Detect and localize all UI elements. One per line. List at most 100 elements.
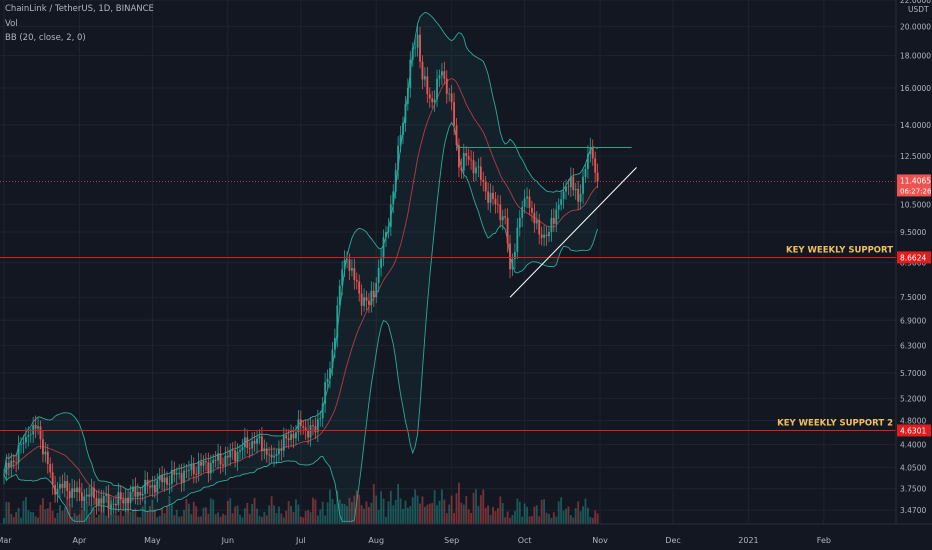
y-tick-label: 3.7500: [900, 485, 926, 494]
x-tick-label: Sep: [444, 536, 459, 545]
candle-body: [521, 206, 524, 218]
volume-bar: [132, 509, 134, 524]
volume-bar: [139, 517, 142, 524]
candle-body: [105, 494, 108, 497]
candle-body: [399, 134, 402, 146]
symbol-title[interactable]: ChainLink / TetherUS, 1D, BINANCE: [5, 4, 154, 14]
volume-bar: [124, 500, 127, 524]
y-tick-label: 14.0000: [900, 121, 931, 130]
candle-body: [61, 483, 64, 488]
candle-body: [117, 492, 120, 506]
volume-bar: [141, 506, 144, 524]
candle-body: [380, 258, 383, 268]
bb-legend[interactable]: BB (20, close, 2, 0): [5, 33, 86, 43]
volume-bar: [59, 505, 61, 524]
volume-bar: [80, 509, 83, 524]
candle-body: [316, 419, 319, 433]
candle-body: [195, 474, 198, 475]
volume-bar: [200, 516, 202, 524]
volume-bar: [353, 495, 356, 524]
candle-body: [443, 71, 446, 79]
y-tick-label: 4.0500: [900, 463, 926, 472]
candle-body: [402, 122, 404, 135]
y-tick-label: 9.5000: [900, 228, 926, 237]
candle-body: [489, 192, 492, 203]
candle-body: [577, 188, 580, 202]
volume-bar: [146, 511, 149, 524]
volume-bar: [336, 490, 339, 524]
volume-bar: [516, 498, 519, 524]
candle-body: [24, 436, 27, 443]
candle-body: [114, 503, 117, 506]
candle-body: [42, 439, 44, 455]
volume-bar: [166, 506, 168, 524]
candle-body: [161, 475, 164, 483]
volume-bar: [85, 501, 88, 524]
volume-bar: [533, 506, 536, 524]
candle-body: [34, 424, 37, 429]
candle-body: [353, 268, 356, 280]
volume-bar: [17, 507, 20, 524]
volume-bar: [596, 513, 599, 524]
candle-body: [331, 349, 334, 369]
candle-body: [455, 125, 458, 146]
x-tick-label: Jul: [295, 536, 306, 545]
candle-body: [350, 268, 353, 271]
volume-bar: [331, 498, 334, 524]
candle-body: [168, 483, 171, 485]
candle-body: [387, 226, 390, 232]
candle-body: [22, 442, 25, 445]
candle-body: [149, 485, 151, 488]
volume-bar: [37, 517, 39, 524]
volume-bar: [93, 508, 95, 524]
candle-body: [100, 498, 103, 504]
volume-bar: [105, 515, 108, 524]
y-tick-label: 3.4700: [900, 506, 926, 515]
candle-body: [56, 488, 59, 495]
volume-bar: [428, 503, 431, 524]
volume-bar: [5, 501, 8, 524]
volume-bar: [538, 516, 541, 524]
candle-body: [462, 153, 465, 171]
candle-body: [574, 188, 577, 191]
volume-bar: [114, 515, 117, 524]
bb-fill: [4, 12, 598, 522]
candle-body: [151, 485, 154, 488]
volume-bar: [557, 501, 560, 524]
volume-bar: [409, 506, 412, 524]
volume-bar: [161, 508, 164, 524]
candle-body: [80, 492, 83, 501]
candle-body: [27, 435, 30, 437]
volume-bar: [76, 515, 78, 524]
volume-bar: [185, 498, 188, 524]
candle-body: [110, 504, 112, 508]
candle-body: [445, 78, 448, 94]
volume-bar: [95, 517, 98, 524]
volume-bar: [445, 513, 448, 524]
volume-bar: [251, 503, 254, 524]
candle-body: [59, 483, 61, 489]
support-value-label: 4.6301: [900, 426, 926, 435]
volume-bar: [231, 513, 234, 524]
volume-bar: [397, 483, 400, 524]
x-tick-label: Mar: [0, 536, 12, 545]
candle-body: [584, 169, 587, 177]
x-tick-label: Oct: [518, 536, 532, 545]
candle-body: [319, 418, 322, 420]
candle-body: [241, 447, 244, 451]
volume-bar: [555, 516, 558, 524]
candle-body: [492, 192, 494, 199]
volume-bar: [263, 511, 266, 524]
candle-body: [528, 196, 531, 208]
candle-body: [404, 103, 407, 123]
candle-body: [579, 193, 582, 202]
volume-bar: [100, 504, 103, 524]
candle-body: [382, 237, 385, 259]
y-tick-label: 22.0000: [900, 0, 931, 5]
volume-bar: [521, 516, 524, 524]
candle-body: [129, 491, 132, 504]
candle-body: [251, 441, 254, 449]
volume-legend[interactable]: Vol: [5, 19, 18, 29]
